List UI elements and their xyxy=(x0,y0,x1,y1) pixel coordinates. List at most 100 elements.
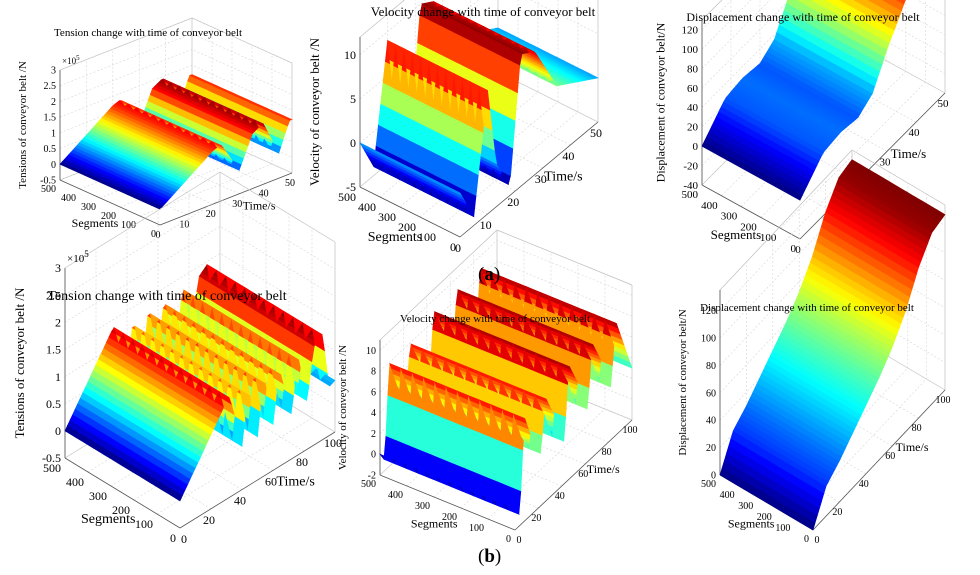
chart-title: Tension change with time of conveyor bel… xyxy=(54,27,242,39)
surface-patch xyxy=(451,462,465,492)
z-tick-label: -2 xyxy=(368,471,376,482)
time-tick-label: 30 xyxy=(880,156,892,168)
time-tick-label: 30 xyxy=(232,199,242,210)
surface-patch xyxy=(417,449,432,479)
surface-a2 xyxy=(359,1,599,218)
row-label-b: (b) xyxy=(478,546,502,567)
z-tick-label: 40 xyxy=(687,102,699,114)
z-tick-label: 1.5 xyxy=(44,113,57,124)
z-axis-label: Velocity of conveyor belt /N xyxy=(307,37,322,186)
segments-tick-label: 200 xyxy=(398,220,416,234)
z-gridline xyxy=(701,0,771,69)
time-tick-label: 40 xyxy=(259,188,269,199)
time-tick-label: 40 xyxy=(234,494,246,508)
z-tick-label: 0 xyxy=(51,160,56,171)
time-axis-line xyxy=(799,92,946,240)
segments-axis-label: Segments xyxy=(368,230,422,245)
surface-patch xyxy=(586,73,599,79)
surface-patch xyxy=(465,191,477,218)
time-tick-label: 20 xyxy=(531,513,541,524)
time-tick-label: 20 xyxy=(203,513,215,527)
z-gridline xyxy=(701,0,752,50)
segments-tick-label: 200 xyxy=(101,211,116,222)
time-axis-line xyxy=(159,172,293,226)
surface-patch xyxy=(406,444,420,474)
chart-a2: 010203040500100200300400500-50510Time/sS… xyxy=(307,0,602,255)
z-gridline xyxy=(59,33,293,86)
z-tick-label: 5 xyxy=(350,92,356,106)
time-tick-label: 80 xyxy=(602,447,612,458)
surface-patch xyxy=(383,435,398,465)
time-tick-label: 80 xyxy=(912,423,922,434)
time-tick-label: 0 xyxy=(455,241,461,255)
t-gridline xyxy=(788,0,888,152)
time-tick-label: 0 xyxy=(181,532,187,546)
chart-a3: 010203040500100200300400500-40-200204060… xyxy=(654,0,949,256)
s-gridline xyxy=(780,0,926,229)
z-gridline xyxy=(59,17,293,71)
z-multiplier: ×105 xyxy=(62,54,80,66)
surface-patch xyxy=(430,412,445,460)
surface-a1 xyxy=(59,74,293,210)
segments-tick-label: 100 xyxy=(469,523,484,534)
time-axis-label: Time/s xyxy=(544,170,582,185)
chart-title: Velocity change with time of conveyor be… xyxy=(371,4,596,19)
surface-patch xyxy=(530,406,545,436)
time-tick-label: 10 xyxy=(480,218,492,232)
z-tick-label: 80 xyxy=(687,63,699,75)
z-tick-label: 2 xyxy=(55,315,61,329)
z-tick-label: 1 xyxy=(51,128,56,139)
surface-patch xyxy=(496,481,510,511)
time-tick-label: 40 xyxy=(555,491,565,502)
z-tick-label: -5 xyxy=(346,180,356,194)
z-tick-label: 0.5 xyxy=(46,397,61,411)
surface-patch xyxy=(280,115,293,121)
segments-tick-label: 0 xyxy=(506,534,511,545)
surface-b3 xyxy=(719,159,946,531)
z-tick-label: 2 xyxy=(51,97,56,108)
z-tick-label: -0.5 xyxy=(40,176,56,187)
surface-patch xyxy=(462,467,477,497)
surface-patch xyxy=(467,169,479,197)
z-tick-label: 2.5 xyxy=(44,81,57,92)
surface-patch xyxy=(473,471,488,501)
time-tick-label: 80 xyxy=(296,455,308,469)
time-tick-label: 60 xyxy=(265,474,277,488)
time-axis-label: Time/s xyxy=(891,146,927,161)
time-tick-label: 10 xyxy=(179,220,189,231)
time-tick-label: 40 xyxy=(909,127,921,139)
s-gridline xyxy=(139,54,273,217)
segments-tick-label: 300 xyxy=(721,211,738,223)
segments-tick-label: 400 xyxy=(66,475,84,489)
time-tick-label: 20 xyxy=(507,195,519,209)
z-tick-label: 1 xyxy=(55,370,61,384)
time-tick-label: 60 xyxy=(885,451,895,462)
z-tick-label: 8 xyxy=(371,367,376,378)
segments-tick-label: 300 xyxy=(89,489,107,503)
z-tick-label: 1.5 xyxy=(46,343,61,357)
t-gridline xyxy=(414,0,516,192)
surface-patch xyxy=(428,453,443,483)
segments-tick-label: 400 xyxy=(720,490,735,501)
segments-tick-label: 400 xyxy=(358,200,376,214)
z-axis-label: Tensions of conveyor belt /N xyxy=(17,61,29,189)
surface-patch xyxy=(475,431,490,478)
z-tick-label: 20 xyxy=(706,443,716,454)
surface-patch xyxy=(385,394,400,441)
segments-tick-label: 100 xyxy=(775,523,790,534)
z-tick-label: -20 xyxy=(683,160,698,172)
z-axis-label: Displacement of conveyor belt/N xyxy=(677,309,689,455)
z-tick-label: 60 xyxy=(706,388,716,399)
surface-patch xyxy=(577,354,592,389)
surface-patch xyxy=(408,403,422,450)
surface-patch xyxy=(464,426,479,473)
segments-axis-label: Segments xyxy=(728,516,775,530)
surface-patch xyxy=(507,485,522,515)
chart-title: Velocity change with time of conveyor be… xyxy=(400,313,590,325)
time-axis-line xyxy=(459,121,599,238)
surface-b2 xyxy=(379,267,633,515)
segments-tick-label: 0 xyxy=(151,229,156,240)
z-tick-label: 3 xyxy=(51,66,56,77)
z-gridline xyxy=(701,0,790,89)
